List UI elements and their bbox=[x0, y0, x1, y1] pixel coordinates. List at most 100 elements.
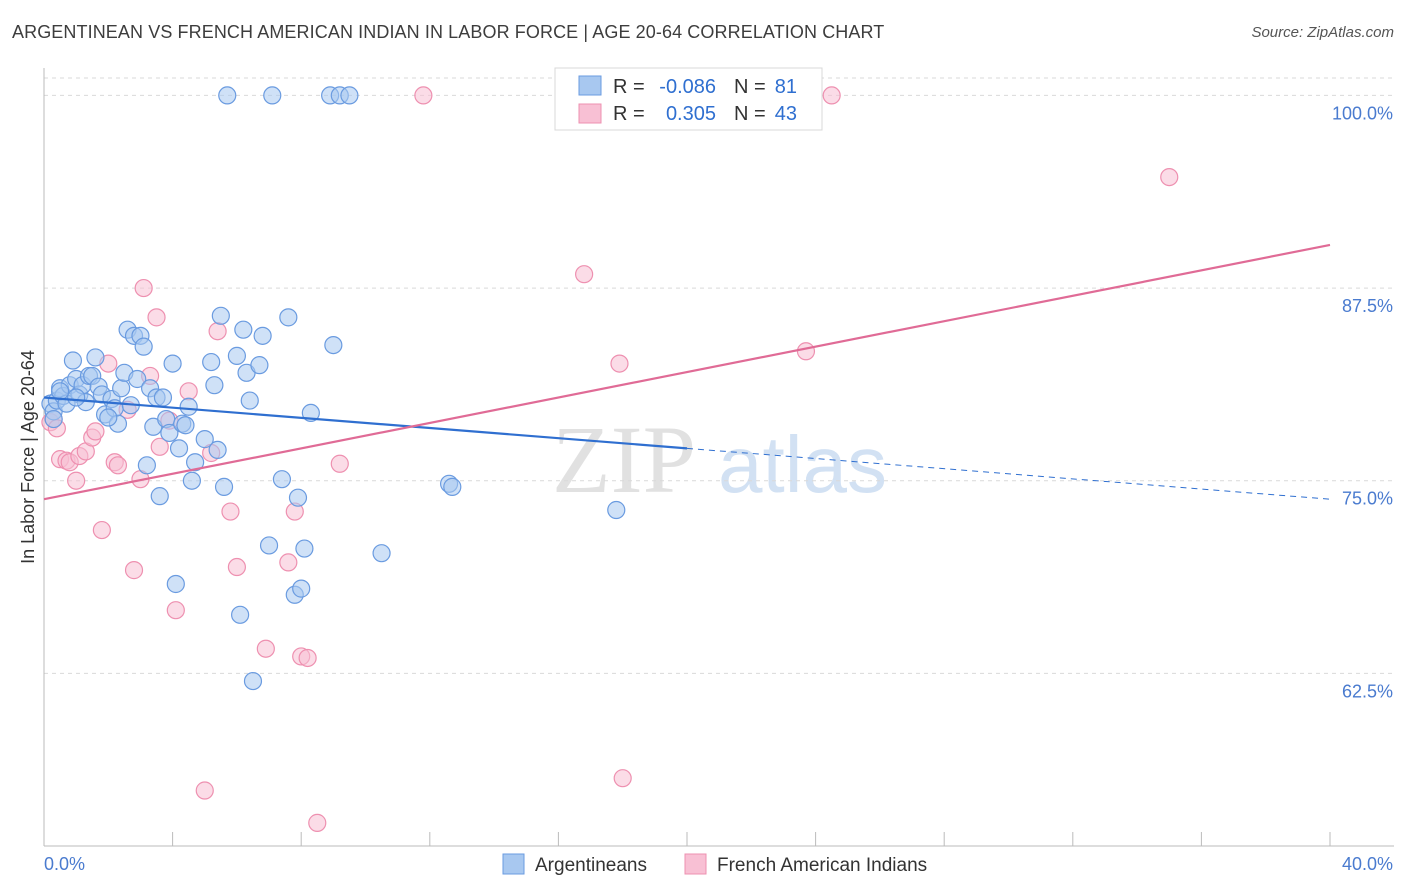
correlation-legend: R = -0.086 N = 81 R = 0.305 N = 43 bbox=[554, 67, 823, 131]
bottom-legend-label-argentineans: Argentineans bbox=[535, 855, 647, 876]
argentineans-point-42 bbox=[179, 397, 198, 416]
argentineans-point-51 bbox=[218, 86, 237, 105]
argentineans-point-60 bbox=[259, 536, 279, 555]
french-american-indians-point-34 bbox=[298, 648, 317, 668]
french-american-indians-point-18 bbox=[134, 278, 153, 298]
x-tick-label-max: 40.0% bbox=[1342, 854, 1393, 874]
argentineans-point-52 bbox=[227, 346, 246, 365]
french-american-indians-trend-line bbox=[43, 243, 1331, 501]
argentineans-point-80 bbox=[99, 408, 118, 427]
axes bbox=[43, 68, 1394, 847]
argentineans-point-7 bbox=[63, 351, 83, 370]
chart-title: ARGENTINEAN VS FRENCH AMERICAN INDIAN IN… bbox=[12, 22, 885, 42]
y-tick-label-3: 62.5% bbox=[1342, 681, 1393, 701]
argentineans-point-41 bbox=[176, 416, 195, 435]
french-american-indians-point-6 bbox=[67, 471, 86, 490]
french-american-indians-point-42 bbox=[822, 86, 841, 105]
y-axis-tick-labels: 100.0% 87.5% 75.0% 62.5% bbox=[1332, 103, 1393, 701]
argentineans-point-58 bbox=[250, 356, 269, 375]
bottom-legend-label-french-american-indians: French American Indians bbox=[717, 855, 927, 876]
french-american-indians-point-14 bbox=[108, 456, 128, 475]
watermark: ZIP atlas bbox=[552, 406, 887, 513]
watermark-zip: ZIP bbox=[552, 406, 696, 513]
argentineans-points bbox=[41, 86, 626, 691]
argentineans-point-47 bbox=[205, 376, 224, 395]
french-american-indians-point-41 bbox=[796, 342, 816, 361]
argentineans-trend-line bbox=[43, 396, 688, 450]
argentineans-point-21 bbox=[112, 379, 131, 398]
argentineans-point-79 bbox=[67, 388, 86, 407]
legend-swatch-argentineans bbox=[578, 75, 602, 96]
french-american-indians-point-21 bbox=[150, 437, 169, 456]
argentineans-point-39 bbox=[169, 439, 189, 458]
argentineans-point-72 bbox=[340, 86, 359, 105]
argentineans-point-34 bbox=[153, 388, 173, 407]
argentineans-point-28 bbox=[134, 337, 153, 356]
y-tick-label-2: 75.0% bbox=[1342, 489, 1393, 509]
french-american-indians-point-39 bbox=[610, 354, 629, 373]
legend-n-label-french-american-indians: N = bbox=[734, 103, 766, 125]
argentineans-point-59 bbox=[253, 326, 272, 345]
y-tick-label-1: 87.5% bbox=[1342, 296, 1393, 316]
french-american-indians-point-25 bbox=[195, 781, 214, 800]
argentineans-point-54 bbox=[234, 320, 253, 339]
legend-r-label-argentineans: R = bbox=[613, 76, 645, 98]
argentineans-point-62 bbox=[272, 470, 292, 489]
argentineans-point-63 bbox=[279, 308, 298, 327]
french-american-indians-point-10 bbox=[86, 422, 105, 441]
trend-lines bbox=[43, 243, 1331, 501]
argentineans-point-43 bbox=[182, 471, 201, 490]
french-american-indians-point-43 bbox=[1160, 167, 1179, 187]
french-american-indians-point-37 bbox=[414, 86, 433, 105]
series-legend: Argentineans French American Indians bbox=[502, 853, 927, 876]
argentineans-point-64 bbox=[288, 488, 308, 507]
argentineans-point-29 bbox=[137, 456, 156, 475]
legend-n-label-argentineans: N = bbox=[734, 76, 766, 98]
french-american-indians-point-36 bbox=[330, 454, 349, 473]
french-american-indians-point-24 bbox=[179, 382, 198, 401]
french-american-indians-point-23 bbox=[166, 601, 185, 620]
argentineans-point-77 bbox=[44, 409, 63, 429]
argentineans-point-75 bbox=[443, 477, 462, 496]
argentineans-point-44 bbox=[186, 453, 205, 472]
argentineans-point-50 bbox=[214, 477, 234, 496]
legend-n-value-french-american-indians: 43 bbox=[775, 103, 797, 125]
legend-r-label-french-american-indians: R = bbox=[613, 103, 645, 125]
argentineans-point-56 bbox=[240, 391, 259, 410]
argentineans-point-57 bbox=[243, 671, 263, 691]
french-american-indians-point-11 bbox=[92, 520, 111, 540]
bottom-legend-swatch-argentineans bbox=[502, 853, 525, 875]
french-american-indians-point-16 bbox=[124, 561, 144, 580]
argentineans-point-14 bbox=[86, 348, 105, 367]
argentineans-point-73 bbox=[372, 544, 391, 563]
argentineans-point-37 bbox=[163, 354, 182, 373]
french-american-indians-point-28 bbox=[221, 502, 240, 521]
y-axis-label: In Labor Force | Age 20-64 bbox=[18, 350, 38, 564]
french-american-indians-point-20 bbox=[147, 308, 166, 327]
argentineans-point-46 bbox=[202, 352, 221, 372]
argentineans-point-48 bbox=[208, 440, 227, 459]
y-tick-label-0: 100.0% bbox=[1332, 103, 1393, 123]
legend-r-value-argentineans: -0.086 bbox=[659, 76, 716, 98]
french-american-indians-point-35 bbox=[308, 813, 327, 832]
legend-n-value-argentineans: 81 bbox=[775, 76, 797, 98]
argentineans-point-49 bbox=[211, 306, 230, 325]
argentineans-point-61 bbox=[263, 86, 282, 105]
argentineans-point-45 bbox=[195, 430, 214, 449]
argentineans-point-33 bbox=[150, 487, 169, 506]
argentineans-point-26 bbox=[128, 369, 147, 389]
argentineans-point-53 bbox=[231, 605, 250, 624]
french-american-indians-point-38 bbox=[575, 265, 594, 284]
argentineans-point-36 bbox=[160, 423, 179, 443]
argentineans-trend-extension bbox=[686, 447, 1331, 500]
source-credit: Source: ZipAtlas.com bbox=[1251, 24, 1394, 41]
x-axis-ticks bbox=[43, 832, 1331, 846]
french-american-indians-point-27 bbox=[208, 322, 227, 341]
x-tick-label-min: 0.0% bbox=[44, 854, 85, 874]
legend-swatch-french-american-indians bbox=[578, 103, 602, 124]
legend-r-value-french-american-indians: 0.305 bbox=[666, 103, 716, 125]
french-american-indians-point-40 bbox=[613, 769, 632, 788]
watermark-atlas: atlas bbox=[718, 420, 887, 509]
argentineans-point-68 bbox=[301, 403, 320, 423]
